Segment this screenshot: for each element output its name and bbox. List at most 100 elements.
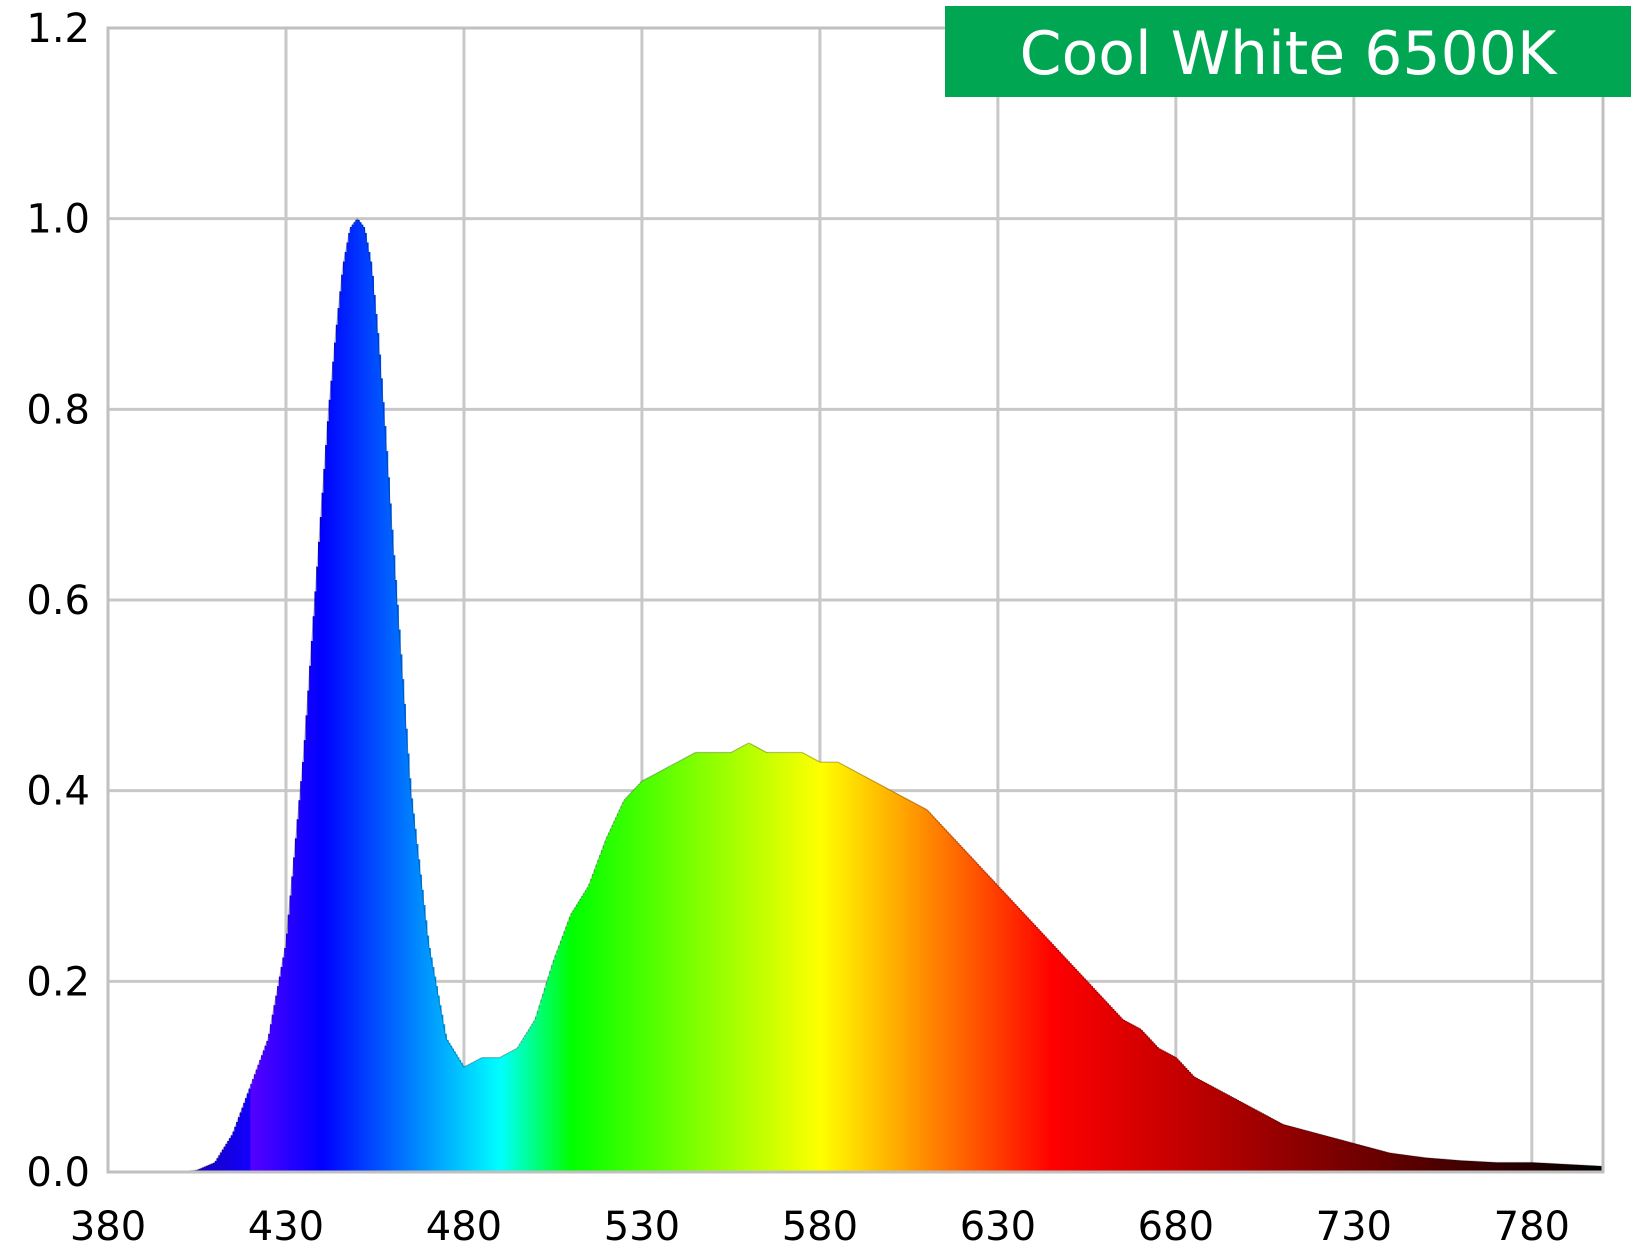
spectrum-bar <box>314 591 318 1172</box>
spectrum-bar <box>798 752 802 1172</box>
spectrum-bar <box>485 1057 488 1172</box>
spectrum-bar <box>602 845 606 1172</box>
spectrum-bar <box>1065 959 1069 1172</box>
spectrum-bar <box>334 342 337 1172</box>
spectrum-bar <box>1154 1045 1158 1172</box>
spectrum-bar <box>1031 923 1035 1172</box>
spectrum-bar <box>455 1054 458 1172</box>
spectrum-bar <box>1458 1160 1462 1172</box>
spectrum-bar <box>1441 1159 1444 1172</box>
spectrum-bar <box>604 840 608 1172</box>
spectrum-bar <box>558 945 561 1172</box>
spectrum-bar <box>504 1054 508 1172</box>
spectrum-bar <box>681 759 684 1172</box>
spectrum-bar <box>351 224 355 1172</box>
spectrum-bar <box>1494 1162 1498 1172</box>
spectrum-bar <box>622 802 625 1172</box>
spectrum-bar <box>458 1059 462 1172</box>
spectrum-bar <box>1554 1163 1558 1172</box>
x-axis-ticks: 380 430 480 530 580 630 680 730 780 <box>70 1204 1570 1250</box>
spectrum-bar <box>367 252 371 1172</box>
spectrum-bar <box>894 793 898 1172</box>
spectrum-bar <box>908 800 912 1172</box>
spectrum-bar <box>1182 1066 1186 1172</box>
spectrum-bar <box>1510 1162 1514 1172</box>
spectrum-bar <box>1252 1108 1255 1172</box>
spectrum-bar <box>431 967 435 1172</box>
spectrum-bar <box>513 1049 517 1172</box>
spectrum-bar <box>1334 1138 1337 1172</box>
spectrum-bar <box>1250 1107 1254 1172</box>
spectrum-bar <box>1515 1162 1519 1172</box>
spectrum-bar <box>1485 1161 1489 1172</box>
spectrum-bar <box>399 654 403 1172</box>
spectrum-bar <box>581 896 584 1172</box>
spectrum-bar <box>1483 1161 1487 1172</box>
spectrum-bar <box>538 1005 542 1172</box>
spectrum-bar <box>643 779 647 1172</box>
spectrum-bar <box>974 862 978 1172</box>
spectrum-bar <box>1229 1096 1232 1172</box>
spectrum-bar <box>221 1149 225 1172</box>
spectrum-bar <box>1321 1135 1325 1172</box>
spectrum-bar <box>232 1131 236 1172</box>
spectrum-bar <box>1170 1055 1174 1172</box>
spectrum-bar <box>259 1059 262 1172</box>
spectrum-bar <box>889 790 892 1172</box>
spectrum-bar <box>634 787 638 1172</box>
spectrum-bar <box>1165 1052 1168 1172</box>
spectrum-bar <box>823 762 827 1172</box>
x-tick-label: 630 <box>960 1204 1036 1250</box>
spectrum-bar <box>1150 1041 1154 1172</box>
spectrum-bar <box>1129 1023 1133 1172</box>
spectrum-bar <box>1392 1153 1396 1172</box>
spectrum-bar <box>229 1138 232 1172</box>
spectrum-bar <box>611 824 615 1172</box>
spectrum-bar <box>1380 1150 1384 1172</box>
spectrum-bar <box>608 832 611 1172</box>
spectrum-bar <box>1368 1147 1371 1172</box>
spectrum-bar <box>1457 1160 1460 1172</box>
spectrum-bar <box>1505 1162 1508 1172</box>
spectrum-bar <box>627 795 631 1172</box>
spectrum-bar <box>969 856 972 1172</box>
spectrum-bar <box>780 752 784 1172</box>
spectrum-bar <box>778 752 782 1172</box>
spectrum-bar <box>1355 1144 1359 1172</box>
spectrum-bar <box>1284 1125 1288 1172</box>
spectrum-bar <box>1110 1007 1113 1172</box>
y-tick-label: 0.4 <box>26 769 90 815</box>
spectrum-bar <box>248 1088 252 1172</box>
spectrum-bar <box>446 1039 449 1172</box>
spectrum-bar <box>1005 894 1008 1172</box>
spectrum-bar <box>236 1121 239 1172</box>
spectrum-bar <box>725 752 729 1172</box>
spectrum-bar <box>1195 1078 1199 1172</box>
spectrum-bar <box>1143 1033 1147 1172</box>
spectrum-bar <box>869 779 873 1172</box>
spectrum-bar <box>730 752 734 1172</box>
spectrum-bar <box>1590 1165 1594 1172</box>
spectrum-bar <box>745 744 748 1172</box>
spectrum-bar <box>1197 1079 1200 1172</box>
spectrum-bar <box>631 791 634 1172</box>
spectrum-bar <box>296 819 300 1172</box>
spectrum-bar <box>940 825 944 1172</box>
spectrum-bar <box>992 881 996 1172</box>
spectrum-bar <box>1398 1154 1401 1172</box>
spectrum-bar <box>1286 1125 1289 1172</box>
spectrum-bar <box>1410 1155 1414 1172</box>
spectrum-bar <box>1088 984 1092 1172</box>
spectrum-bar <box>494 1057 497 1172</box>
spectrum-bar <box>835 762 839 1172</box>
spectrum-bar <box>1375 1149 1378 1172</box>
spectrum-bar <box>967 854 971 1172</box>
spectrum-bar <box>892 792 896 1172</box>
spectrum-bar <box>478 1059 481 1172</box>
spectrum-bar <box>1142 1031 1145 1172</box>
spectrum-bar <box>280 967 284 1172</box>
spectrum-bar <box>1558 1163 1562 1172</box>
spectrum-bar <box>1010 900 1013 1172</box>
spectrum-bar <box>1234 1099 1238 1172</box>
spectrum-bar <box>962 848 965 1172</box>
